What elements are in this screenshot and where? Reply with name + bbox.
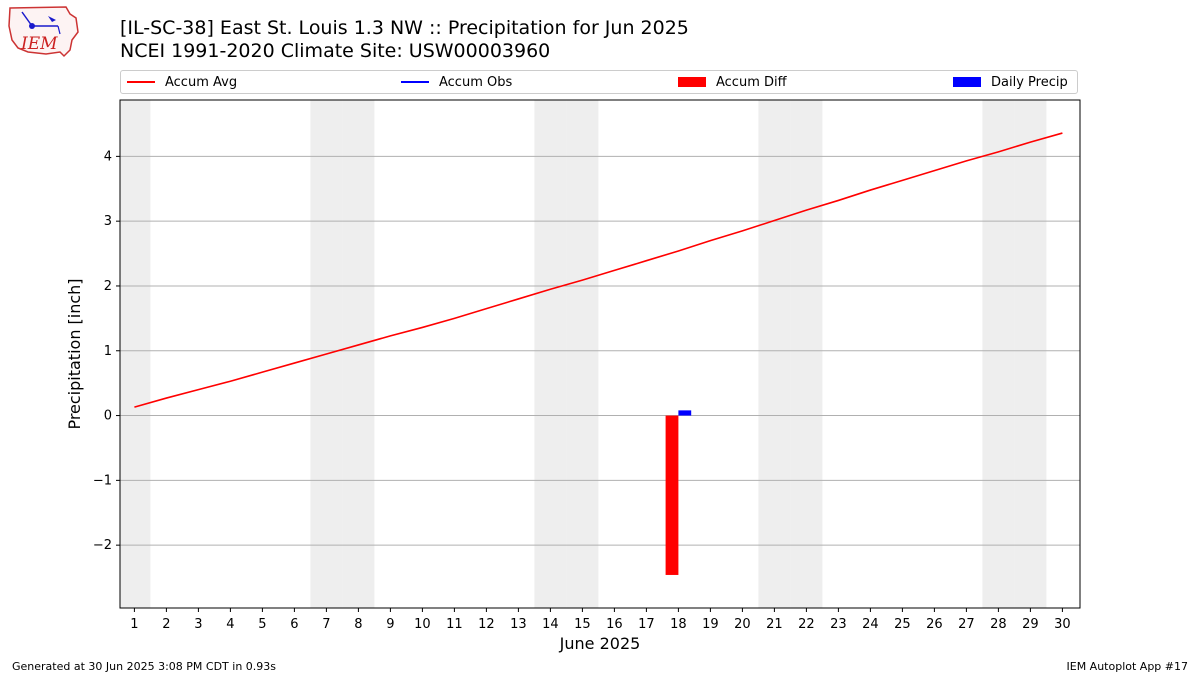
x-tick-label: 24	[862, 617, 879, 632]
y-tick-label: 3	[104, 214, 112, 229]
daily-precip-bar	[678, 410, 692, 416]
x-axis-label: June 2025	[559, 634, 641, 653]
x-tick-label: 7	[322, 617, 330, 632]
accum-avg-line	[134, 132, 1063, 408]
x-tick-label: 23	[830, 617, 847, 632]
legend-label-accum-diff: Accum Diff	[716, 74, 787, 90]
legend-label-daily-precip: Daily Precip	[991, 74, 1068, 90]
chart-subtitle: NCEI 1991-2020 Climate Site: USW00003960	[120, 40, 551, 62]
y-axis-ticks: −2 −1 0 1 2 3 4	[93, 149, 120, 553]
legend-swatch-accum-obs	[401, 81, 429, 83]
x-tick-label: 8	[354, 617, 362, 632]
x-tick-label: 20	[734, 617, 751, 632]
x-tick-label: 26	[926, 617, 943, 632]
y-tick-label: −2	[93, 538, 112, 553]
y-tick-label: −1	[93, 473, 112, 488]
x-tick-label: 29	[1022, 617, 1039, 632]
x-tick-label: 9	[386, 617, 394, 632]
x-tick-label: 27	[958, 617, 975, 632]
legend-item-accum-avg: Accum Avg	[127, 71, 237, 93]
legend-swatch-daily-precip	[953, 77, 981, 87]
y-tick-label: 4	[104, 149, 112, 164]
x-tick-label: 21	[766, 617, 783, 632]
x-tick-label: 13	[510, 617, 527, 632]
weekend-band	[758, 100, 791, 608]
x-tick-label: 4	[226, 617, 234, 632]
legend-label-accum-avg: Accum Avg	[165, 74, 238, 90]
weekend-bands	[120, 100, 1047, 608]
x-tick-label: 5	[258, 617, 266, 632]
x-tick-label: 25	[894, 617, 911, 632]
x-tick-label: 3	[194, 617, 202, 632]
y-tick-label: 1	[104, 344, 112, 359]
line-series	[134, 132, 1063, 408]
x-tick-label: 15	[574, 617, 591, 632]
y-tick-label: 2	[104, 279, 112, 294]
legend-swatch-accum-avg	[127, 81, 155, 83]
y-axis-label: Precipitation [inch]	[65, 278, 84, 429]
legend-item-accum-diff: Accum Diff	[678, 71, 787, 93]
weekend-band	[1014, 100, 1047, 608]
legend-item-accum-obs: Accum Obs	[401, 71, 512, 93]
legend-item-daily-precip: Daily Precip	[953, 71, 1068, 93]
chart-title: [IL-SC-38] East St. Louis 1.3 NW :: Prec…	[120, 17, 689, 39]
bar-series	[665, 410, 692, 575]
x-tick-label: 22	[798, 617, 815, 632]
weekend-band	[982, 100, 1015, 608]
x-tick-label: 10	[414, 617, 431, 632]
y-tick-label: 0	[104, 409, 112, 424]
footer-generated: Generated at 30 Jun 2025 3:08 PM CDT in …	[12, 660, 277, 673]
legend-label-accum-obs: Accum Obs	[439, 74, 513, 90]
x-tick-label: 14	[542, 617, 559, 632]
x-tick-label: 12	[478, 617, 495, 632]
legend-swatch-accum-diff	[678, 77, 706, 87]
footer-app: IEM Autoplot App #17	[1066, 660, 1189, 673]
x-tick-label: 2	[162, 617, 170, 632]
x-tick-label: 6	[290, 617, 298, 632]
x-tick-label: 18	[670, 617, 687, 632]
x-tick-label: 17	[638, 617, 655, 632]
iem-logo: IEM	[8, 6, 79, 58]
weekend-band	[566, 100, 599, 608]
x-tick-label: 1	[130, 617, 138, 632]
x-tick-label: 28	[990, 617, 1007, 632]
x-tick-label: 30	[1054, 617, 1071, 632]
legend: Accum Avg Accum Obs Accum Diff Daily Pre…	[120, 70, 1078, 94]
plot-frame	[119, 99, 1081, 609]
weekend-band	[534, 100, 567, 608]
x-tick-label: 16	[606, 617, 623, 632]
weekend-band	[342, 100, 375, 608]
y-gridlines	[120, 155, 1080, 546]
logo-text: IEM	[20, 34, 58, 54]
x-tick-label: 11	[446, 617, 463, 632]
weekend-band	[120, 100, 151, 608]
x-axis-ticks: 1 2 3 4 5 6 7 8 9 10 11 12 13 14 15 16 17 18 19 20 21 22 23 24 2…	[130, 608, 1071, 632]
x-tick-label: 19	[702, 617, 719, 632]
accum-diff-bar	[665, 415, 679, 575]
weekend-band	[790, 100, 823, 608]
